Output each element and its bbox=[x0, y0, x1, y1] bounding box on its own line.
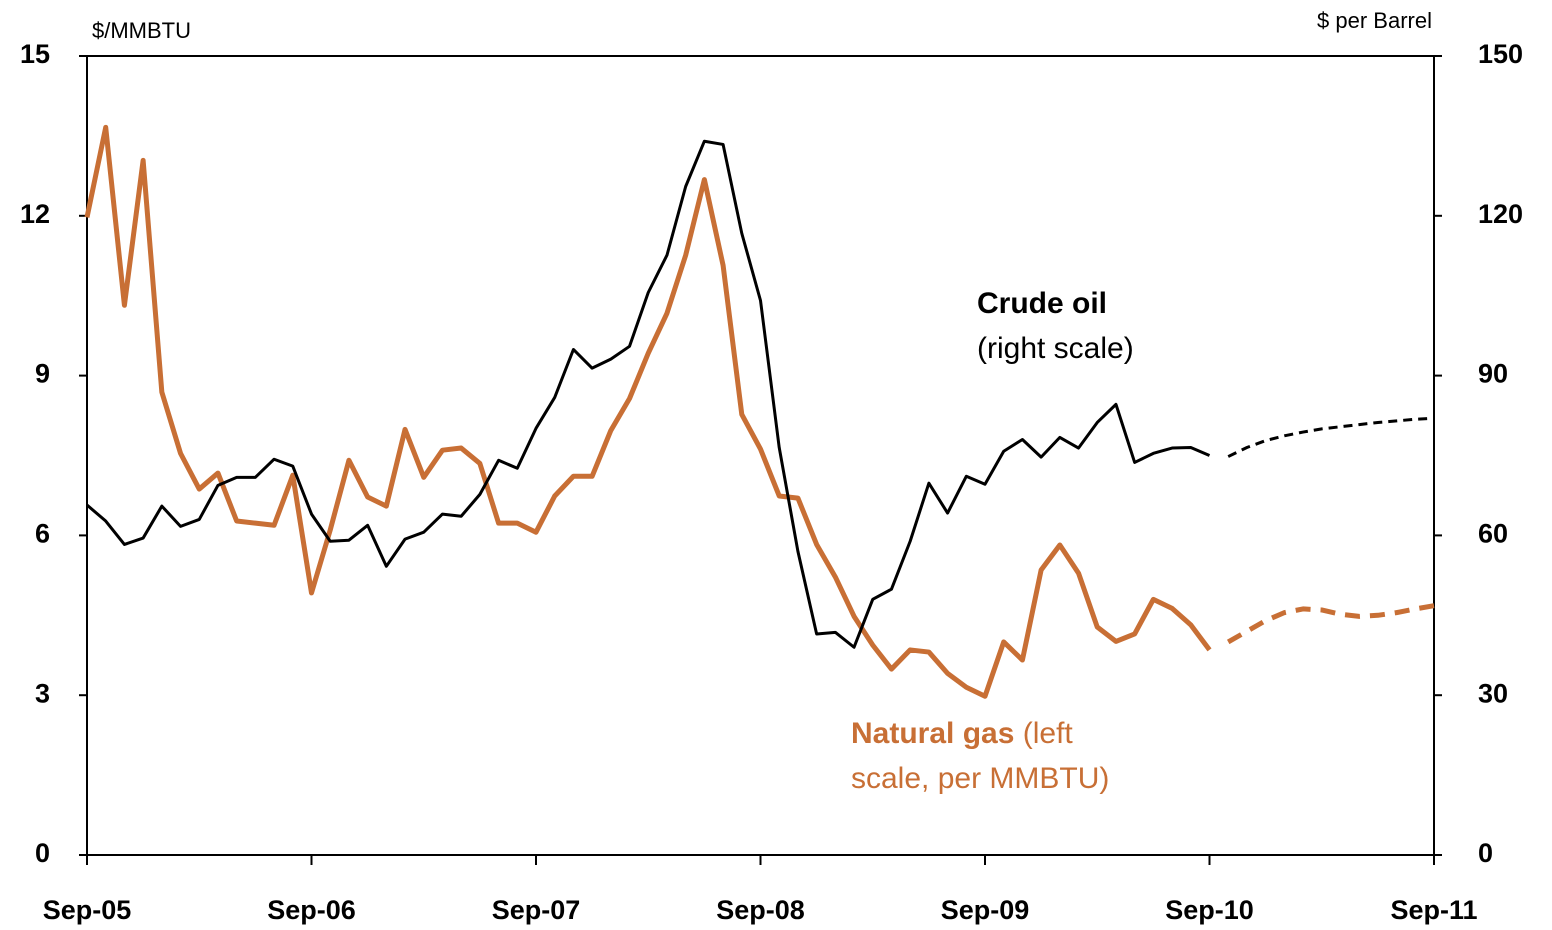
projection-line bbox=[1227, 416, 1435, 458]
y-tick-label: 0 bbox=[35, 838, 50, 868]
y2-tick-label: 150 bbox=[1478, 39, 1523, 69]
x-tick-label: Sep-05 bbox=[43, 895, 132, 925]
series-line bbox=[84, 124, 1212, 699]
annotation-bold: Natural gas bbox=[851, 717, 1014, 750]
annotation: (right scale) bbox=[977, 332, 1134, 365]
y2-tick-label: 120 bbox=[1478, 199, 1523, 229]
x-tick-label: Sep-06 bbox=[267, 895, 356, 925]
x-tick-label: Sep-11 bbox=[1390, 895, 1477, 925]
projection-line bbox=[1226, 603, 1435, 645]
y-tick-label: 9 bbox=[35, 359, 50, 389]
annotation: Crude oil bbox=[977, 287, 1107, 320]
y2-axis-label: $ per Barrel bbox=[1317, 8, 1432, 33]
series-line bbox=[86, 139, 1211, 649]
y-tick-label: 12 bbox=[20, 199, 50, 229]
y2-tick-label: 30 bbox=[1478, 678, 1508, 708]
x-tick-label: Sep-10 bbox=[1165, 895, 1254, 925]
y2-tick-label: 90 bbox=[1478, 359, 1508, 389]
y2-tick-label: 0 bbox=[1478, 838, 1493, 868]
x-tick-label: Sep-09 bbox=[941, 895, 1030, 925]
y-tick-label: 15 bbox=[20, 39, 50, 69]
x-tick-label: Sep-07 bbox=[492, 895, 581, 925]
x-tick-label: Sep-08 bbox=[716, 895, 805, 925]
annotation: scale, per MMBTU) bbox=[851, 762, 1109, 795]
y2-tick-label: 60 bbox=[1478, 519, 1508, 549]
annotation-rest: (left bbox=[1014, 717, 1073, 750]
y-tick-label: 3 bbox=[35, 678, 50, 708]
y-tick-label: 6 bbox=[35, 519, 50, 549]
y-axis-label: $/MMBTU bbox=[92, 18, 191, 43]
annotation: Natural gas (left bbox=[851, 717, 1073, 750]
